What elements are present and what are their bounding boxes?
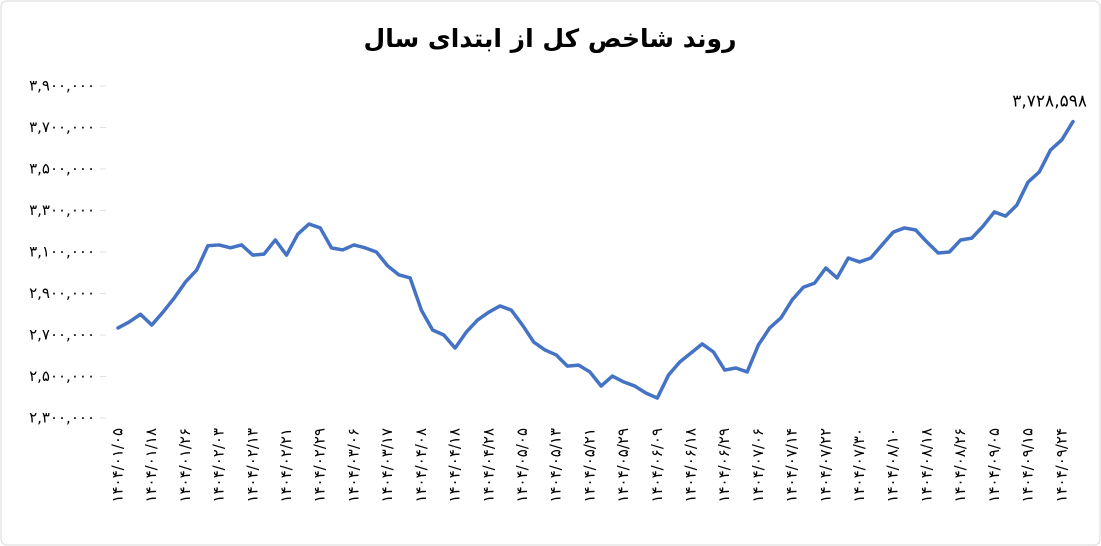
x-tick-label: ۱۴۰۴/۰۹/۱۵ (1019, 428, 1037, 503)
x-tick-label: ۱۴۰۴/۰۱/۲۶ (176, 428, 194, 503)
x-tick-label: ۱۴۰۴/۰۵/۲۱ (580, 428, 598, 503)
y-tick-label: ۳,۵۰۰,۰۰۰ (29, 160, 95, 178)
x-tick-label: ۱۴۰۴/۰۸/۲۶ (951, 428, 969, 503)
x-tick-label: ۱۴۰۴/۰۲/۲۱ (277, 428, 295, 503)
x-tick-label: ۱۴۰۴/۰۵/۰۵ (513, 428, 531, 503)
x-tick-label: ۱۴۰۴/۰۹/۲۴ (1052, 428, 1070, 503)
y-tick-label: ۲,۳۰۰,۰۰۰ (29, 409, 95, 427)
x-tick-label: ۱۴۰۴/۰۵/۲۹ (614, 428, 632, 503)
y-tick-label: ۲,۷۰۰,۰۰۰ (29, 326, 95, 344)
x-tick-label: ۱۴۰۴/۰۲/۲۹ (311, 428, 329, 503)
x-tick-label: ۱۴۰۴/۰۷/۳۰ (850, 428, 868, 503)
x-tick-label: ۱۴۰۴/۰۷/۲۲ (816, 428, 834, 503)
line-series (116, 119, 1075, 400)
data-label: ۳,۷۲۸,۵۹۸ (1012, 92, 1087, 112)
y-tick-label: ۳,۹۰۰,۰۰۰ (29, 77, 95, 95)
x-tick-label: ۱۴۰۴/۰۶/۰۹ (648, 428, 666, 503)
x-tick-label: ۱۴۰۴/۰۷/۰۶ (749, 428, 767, 503)
y-tick-label: ۳,۱۰۰,۰۰۰ (29, 243, 95, 261)
x-tick-label: ۱۴۰۴/۰۴/۲۸ (479, 428, 497, 503)
x-tick-label: ۱۴۰۴/۰۶/۲۹ (715, 428, 733, 503)
y-tick-label: ۲,۵۰۰,۰۰۰ (29, 367, 95, 385)
x-tick-label: ۱۴۰۴/۰۸/۱۸ (917, 428, 935, 503)
x-tick-label: ۱۴۰۴/۰۲/۱۳ (243, 428, 261, 503)
y-tick-label: ۳,۳۰۰,۰۰۰ (29, 201, 95, 219)
x-tick-label: ۱۴۰۴/۰۳/۰۶ (344, 428, 362, 503)
x-tick-label: ۱۴۰۴/۰۸/۱۰ (884, 428, 902, 503)
x-tick-label: ۱۴۰۴/۰۱/۱۸ (142, 428, 160, 503)
x-tick-label: ۱۴۰۴/۰۷/۱۴ (783, 428, 801, 503)
x-tick-label: ۱۴۰۴/۰۶/۱۸ (682, 428, 700, 503)
x-tick-label: ۱۴۰۴/۰۳/۱۷ (378, 428, 396, 503)
x-tick-label: ۱۴۰۴/۰۴/۱۸ (446, 428, 464, 503)
x-tick-label: ۱۴۰۴/۰۹/۰۵ (985, 428, 1003, 503)
x-tick-label: ۱۴۰۴/۰۵/۱۳ (547, 428, 565, 503)
x-tick-label: ۱۴۰۴/۰۱/۰۵ (109, 428, 127, 503)
x-tick-label: ۱۴۰۴/۰۴/۰۸ (412, 428, 430, 503)
x-tick-label: ۱۴۰۴/۰۲/۰۳ (210, 428, 228, 503)
y-tick-label: ۲,۹۰۰,۰۰۰ (29, 284, 95, 302)
y-tick-label: ۳,۷۰۰,۰۰۰ (29, 118, 95, 136)
chart-title: روند شاخص کل از ابتدای سال (364, 24, 737, 54)
